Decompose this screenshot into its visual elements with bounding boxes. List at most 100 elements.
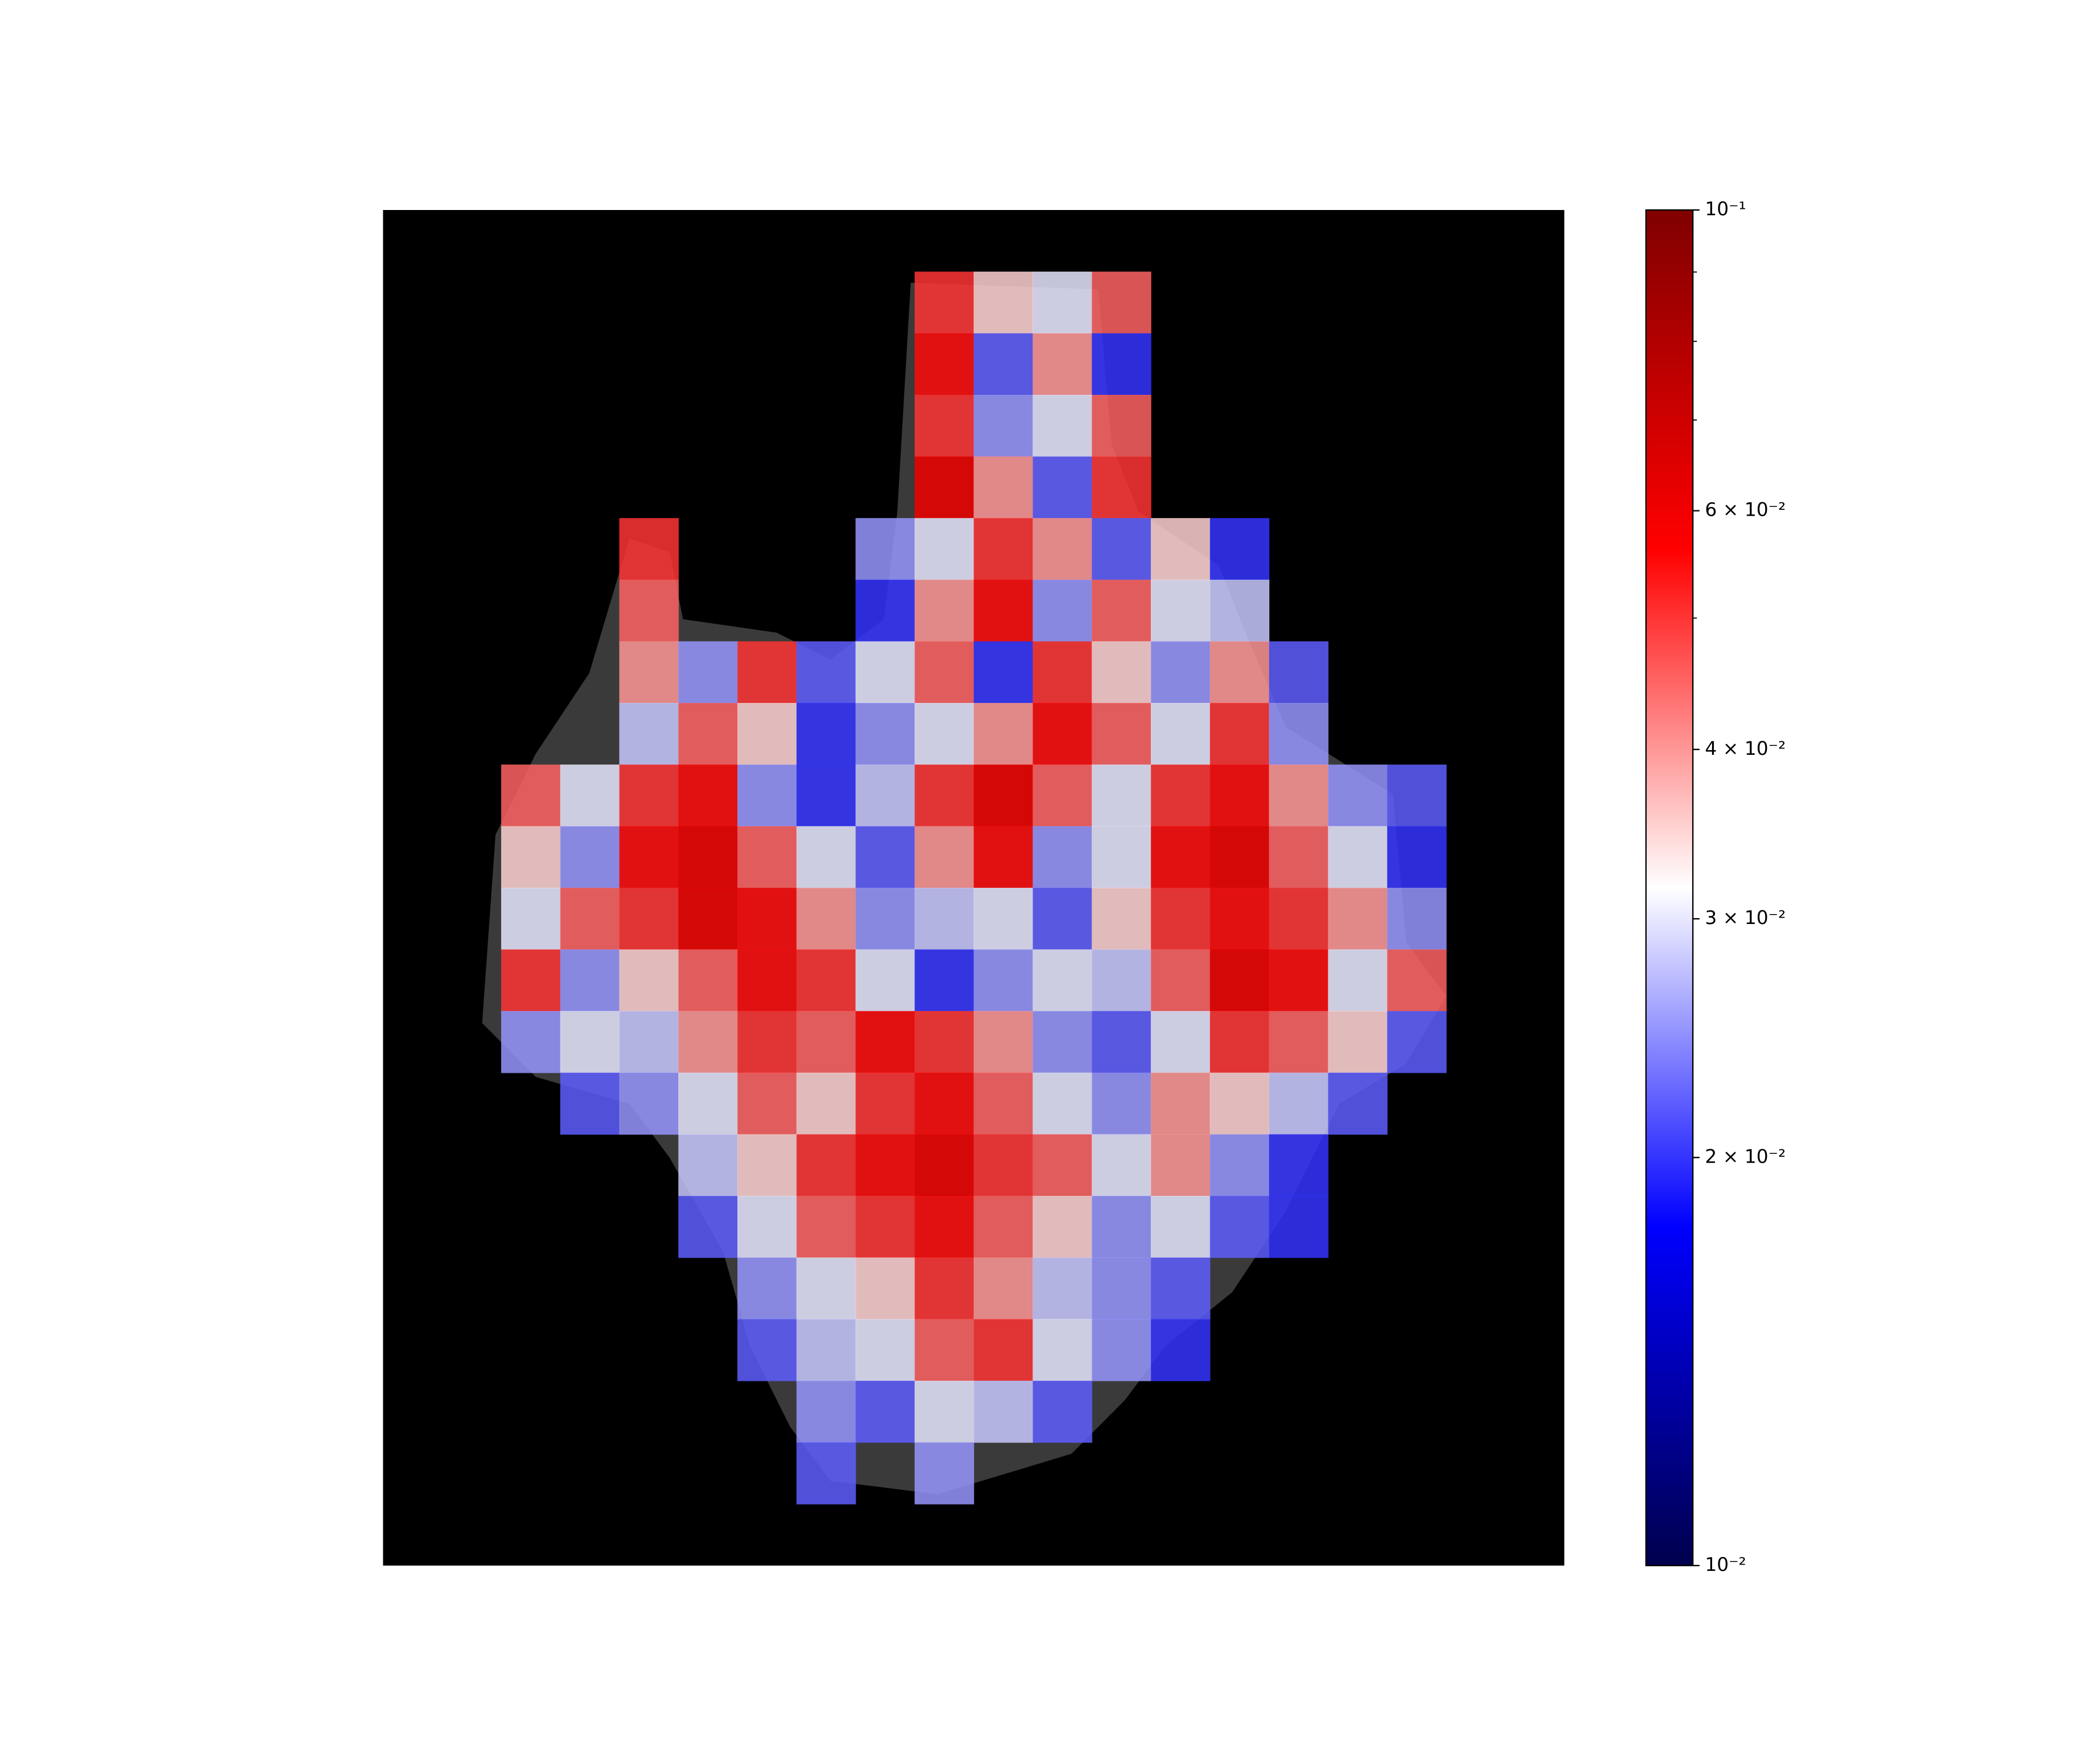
cell (855, 703, 915, 765)
cell (501, 887, 561, 950)
cell (1150, 579, 1210, 642)
cell (1091, 333, 1152, 396)
cell (678, 826, 738, 888)
cell (914, 887, 974, 950)
cell (1210, 703, 1270, 765)
cell (560, 826, 620, 888)
colorbar-axis: 10⁻¹ 6 × 10⁻² 4 × 10⁻² 3 × 10⁻² 2 × 10⁻² 10⁻² (1693, 198, 1786, 1576)
colorbar-tick-label: 6 × 10⁻² (1705, 498, 1786, 520)
cell (560, 1011, 620, 1073)
cell (678, 1196, 738, 1258)
colorbar-tick-label: 2 × 10⁻² (1705, 1145, 1786, 1167)
cell (1269, 1196, 1329, 1258)
cell (855, 579, 915, 642)
cell (974, 764, 1034, 827)
cell (619, 1072, 679, 1135)
cell (1269, 887, 1329, 950)
cell (1210, 641, 1270, 704)
cell (1091, 456, 1152, 519)
cell (678, 1134, 738, 1196)
cell (1269, 703, 1329, 765)
cell (1150, 1134, 1210, 1196)
cell (1150, 1072, 1210, 1135)
cell (796, 764, 856, 827)
cell (1091, 1134, 1152, 1196)
cell (1210, 1011, 1270, 1073)
cell (737, 1257, 797, 1320)
cell (1210, 518, 1270, 580)
cell (737, 1196, 797, 1258)
colorbar-frame (1645, 209, 1694, 1566)
cell (619, 949, 679, 1012)
cell (619, 703, 679, 765)
cell (619, 764, 679, 827)
cell (1210, 949, 1270, 1012)
cell (914, 271, 974, 334)
cell (855, 518, 915, 580)
cell (1032, 579, 1093, 642)
cell (1387, 949, 1447, 1012)
cell (1091, 641, 1152, 704)
cell (1210, 579, 1270, 642)
cell (1091, 826, 1152, 888)
cell (1032, 518, 1093, 580)
cell (737, 1134, 797, 1196)
cell (855, 887, 915, 950)
cell (1091, 949, 1152, 1012)
cell (1210, 1134, 1270, 1196)
cell (855, 1072, 915, 1135)
cell (1032, 1257, 1093, 1320)
cell (1150, 887, 1210, 950)
cell (1032, 826, 1093, 888)
cell (1091, 579, 1152, 642)
cell (1269, 1072, 1329, 1135)
cell (914, 1257, 974, 1320)
cell (1091, 887, 1152, 950)
cell (1269, 949, 1329, 1012)
cell (974, 1196, 1034, 1258)
cell (1328, 826, 1388, 888)
cell (1150, 518, 1210, 580)
cell (1150, 764, 1210, 827)
cell (796, 1072, 856, 1135)
cell (1091, 518, 1152, 580)
cell (1032, 271, 1093, 334)
cell (501, 826, 561, 888)
cell (974, 1257, 1034, 1320)
cell (796, 1380, 856, 1443)
cell (914, 1442, 974, 1504)
cell (974, 949, 1034, 1012)
cell (796, 1011, 856, 1073)
cell (855, 1380, 915, 1443)
cell (974, 826, 1034, 888)
cell (796, 1134, 856, 1196)
cell (678, 949, 738, 1012)
cell (796, 703, 856, 765)
cell (1032, 1011, 1093, 1073)
cell (1387, 1011, 1447, 1073)
cell (974, 1319, 1034, 1381)
cell (974, 703, 1034, 765)
cell (914, 703, 974, 765)
cell (1328, 1011, 1388, 1073)
cell (974, 887, 1034, 950)
cell (1032, 394, 1093, 457)
cell (619, 518, 679, 580)
cell (1210, 826, 1270, 888)
cell (560, 1072, 620, 1135)
cell (501, 949, 561, 1012)
cell (1387, 887, 1447, 950)
cell (1328, 764, 1388, 827)
cell (619, 641, 679, 704)
cell (1032, 764, 1093, 827)
cell (678, 1011, 738, 1073)
cell (1032, 949, 1093, 1012)
cell (855, 1196, 915, 1258)
cell (678, 641, 738, 704)
cell (974, 271, 1034, 334)
cell (974, 1134, 1034, 1196)
cell (1328, 1072, 1388, 1135)
cell (1091, 703, 1152, 765)
cell (796, 949, 856, 1012)
colorbar (1646, 210, 1693, 1566)
